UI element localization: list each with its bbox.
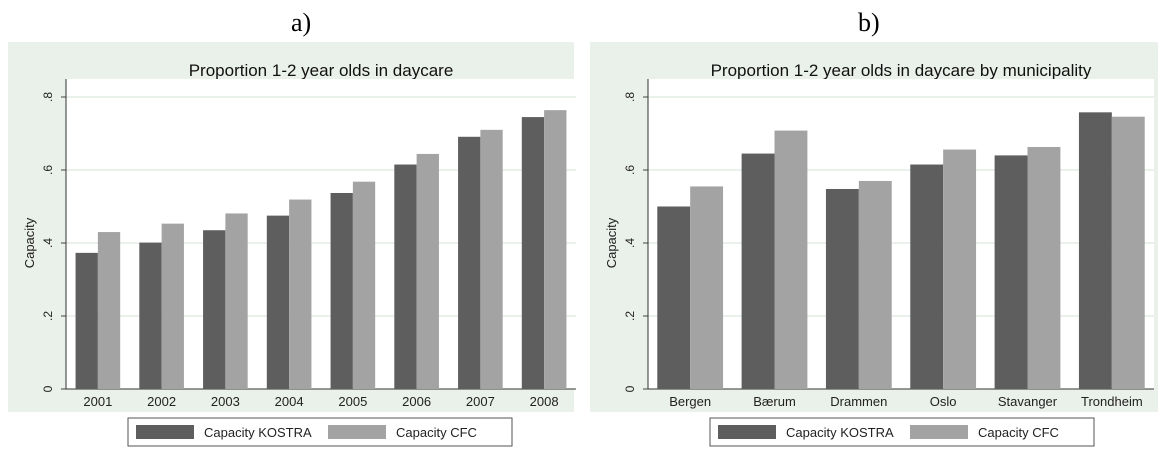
bar-kostra-oslo xyxy=(910,164,944,389)
bar-cfc-bærum xyxy=(774,130,808,389)
x-tick-label: 2007 xyxy=(466,394,495,409)
x-tick-label: 2003 xyxy=(211,394,240,409)
bar-cfc-2002 xyxy=(161,223,184,389)
bar-cfc-2007 xyxy=(480,129,503,389)
bar-kostra-stavanger xyxy=(994,155,1028,389)
bar-cfc-oslo xyxy=(943,149,977,389)
x-tick-label: Stavanger xyxy=(998,394,1058,409)
bar-kostra-trondheim xyxy=(1078,112,1112,389)
panel-label-b: b) xyxy=(858,8,880,37)
bar-cfc-bergen xyxy=(690,186,724,389)
x-tick-label: 2004 xyxy=(275,394,304,409)
bar-cfc-2001 xyxy=(97,232,121,389)
bar-kostra-bergen xyxy=(657,206,691,389)
bar-cfc-2006 xyxy=(416,153,439,389)
bar-kostra-2002 xyxy=(139,242,162,389)
legend-swatch-kostra xyxy=(718,425,776,439)
bar-cfc-stavanger xyxy=(1027,147,1061,389)
y-tick-label: 0 xyxy=(623,385,637,392)
chart-title: Proportion 1-2 year olds in daycare xyxy=(189,61,454,80)
bar-kostra-2008 xyxy=(521,117,545,389)
legend-label-cfc: Capacity CFC xyxy=(396,425,477,440)
panel-label-a: a) xyxy=(291,8,312,37)
bar-kostra-2007 xyxy=(458,136,481,389)
x-tick-label: 2005 xyxy=(338,394,367,409)
legend-label-cfc: Capacity CFC xyxy=(978,425,1059,440)
x-tick-label: 2006 xyxy=(402,394,431,409)
y-tick-label: .2 xyxy=(623,311,637,321)
plot-area xyxy=(648,79,1154,389)
y-tick-label: .4 xyxy=(41,238,55,248)
bar-cfc-drammen xyxy=(858,180,892,389)
legend-swatch-cfc xyxy=(910,425,968,439)
x-tick-label: Oslo xyxy=(930,394,957,409)
bar-cfc-2005 xyxy=(352,181,376,389)
legend-label-kostra: Capacity KOSTRA xyxy=(204,425,312,440)
x-tick-label: 2002 xyxy=(147,394,176,409)
bar-kostra-2006 xyxy=(394,164,417,389)
bar-kostra-2001 xyxy=(75,252,98,389)
y-axis-label: Capacity xyxy=(22,217,37,268)
bar-kostra-bærum xyxy=(741,153,775,389)
x-tick-label: Trondheim xyxy=(1081,394,1143,409)
y-axis-label: Capacity xyxy=(604,217,619,268)
chart-b: Proportion 1-2 year olds in daycare by m… xyxy=(590,42,1158,447)
x-tick-label: 2008 xyxy=(530,394,559,409)
y-tick-label: .4 xyxy=(623,238,637,248)
x-tick-label: Bergen xyxy=(669,394,711,409)
chart-a: Proportion 1-2 year olds in daycare 0 .2 .4… xyxy=(8,42,576,447)
x-tick-label: 2001 xyxy=(83,394,112,409)
bar-kostra-drammen xyxy=(825,188,859,389)
bar-cfc-2004 xyxy=(289,199,312,389)
y-tick-label: .6 xyxy=(623,165,637,175)
legend-label-kostra: Capacity KOSTRA xyxy=(786,425,894,440)
bar-kostra-2004 xyxy=(266,215,290,389)
bar-cfc-trondheim xyxy=(1111,116,1145,390)
y-tick-label: .8 xyxy=(41,92,55,102)
y-tick-label: .6 xyxy=(41,165,55,175)
y-tick-label: 0 xyxy=(41,385,55,392)
x-tick-label: Bærum xyxy=(753,394,796,409)
chart-title: Proportion 1-2 year olds in daycare by m… xyxy=(711,61,1092,80)
y-tick-label: .2 xyxy=(41,311,55,321)
legend-swatch-cfc xyxy=(328,425,386,439)
bar-cfc-2003 xyxy=(225,213,248,389)
bar-kostra-2003 xyxy=(203,230,226,389)
legend-swatch-kostra xyxy=(136,425,194,439)
bar-kostra-2005 xyxy=(330,192,353,389)
y-tick-label: .8 xyxy=(623,92,637,102)
x-tick-label: Drammen xyxy=(830,394,887,409)
bar-cfc-2008 xyxy=(544,110,567,389)
